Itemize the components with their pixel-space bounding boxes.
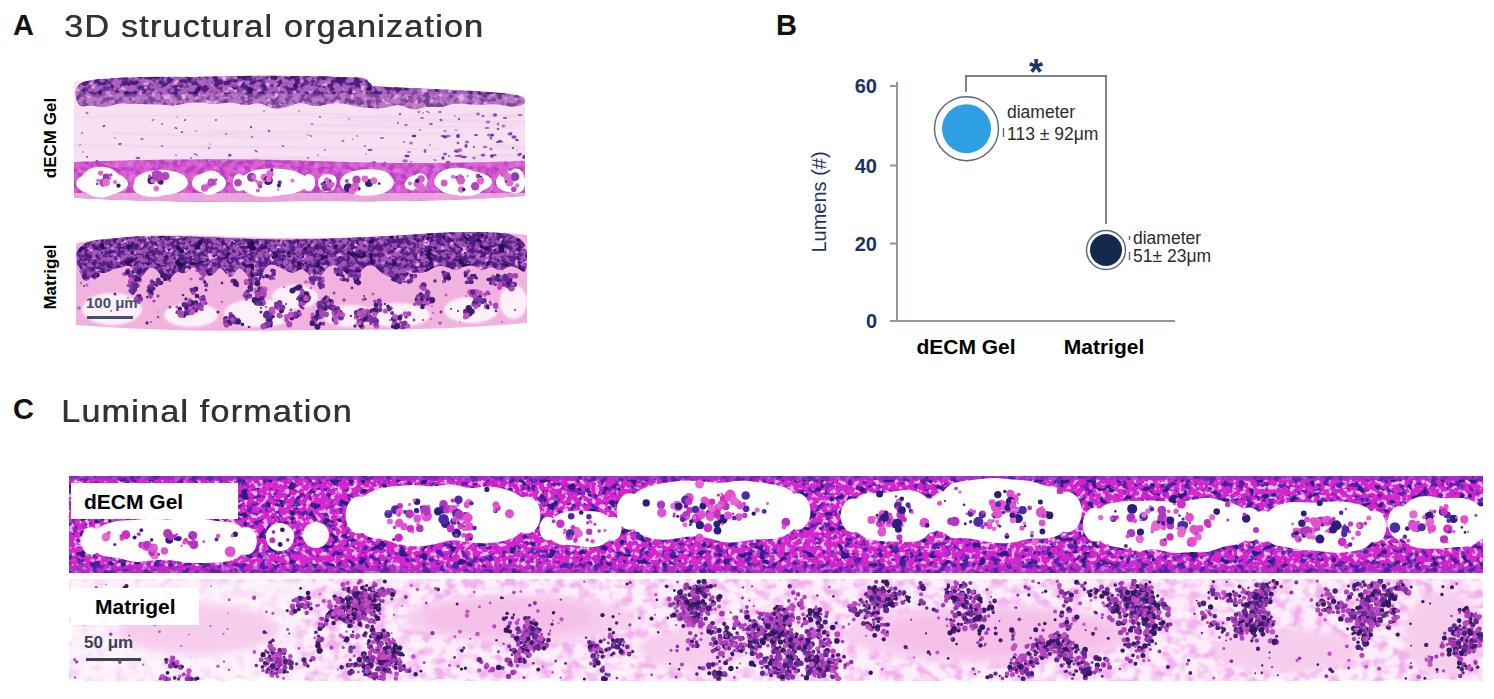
svg-text:60: 60 bbox=[855, 75, 877, 97]
svg-text:dECM Gel: dECM Gel bbox=[916, 335, 1015, 358]
svg-text:20: 20 bbox=[855, 233, 877, 255]
svg-text:40: 40 bbox=[855, 155, 877, 177]
svg-text:0: 0 bbox=[866, 310, 877, 332]
svg-text:113 ± 92μm: 113 ± 92μm bbox=[1007, 124, 1098, 144]
svg-text:diameter: diameter bbox=[1007, 102, 1075, 122]
svg-text:*: * bbox=[1029, 52, 1043, 93]
svg-text:Lumens (#): Lumens (#) bbox=[808, 151, 830, 252]
svg-text:51± 23μm: 51± 23μm bbox=[1133, 246, 1211, 266]
svg-text:Matrigel: Matrigel bbox=[1064, 335, 1145, 358]
svg-text:diameter: diameter bbox=[1133, 228, 1201, 248]
